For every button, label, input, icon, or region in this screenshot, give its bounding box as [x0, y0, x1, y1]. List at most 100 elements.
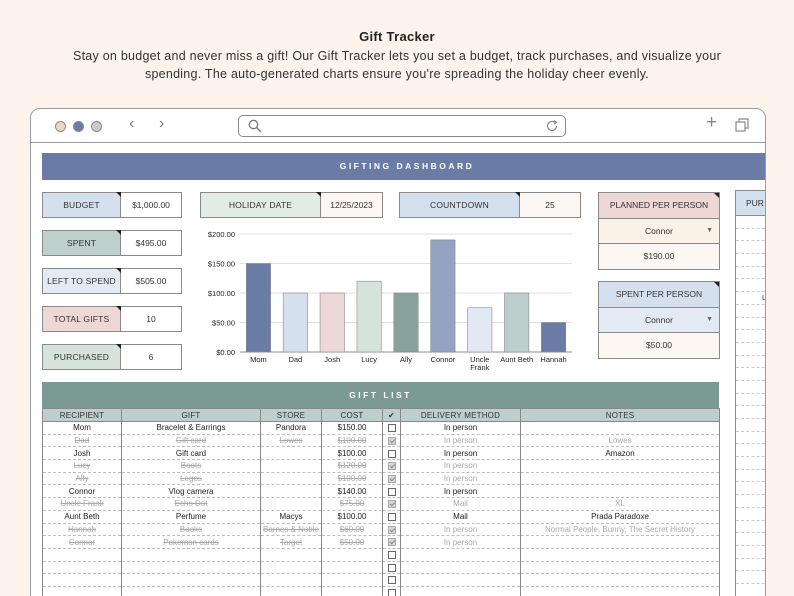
purchased-checkbox-cell[interactable]: [382, 523, 401, 537]
window-dot-icon[interactable]: [73, 121, 84, 132]
notes-cell[interactable]: Lowes: [520, 434, 720, 448]
store-cell[interactable]: [260, 497, 322, 511]
recipient-cell[interactable]: Connor: [42, 484, 122, 499]
notes-cell[interactable]: Amazon: [520, 446, 720, 461]
checkbox[interactable]: [387, 525, 396, 534]
checkbox[interactable]: [387, 436, 396, 445]
notes-cell[interactable]: [520, 459, 720, 473]
gift-cell[interactable]: [121, 561, 261, 575]
gift-cell[interactable]: Echo Dot: [121, 497, 261, 511]
cost-cell[interactable]: $60.00: [321, 523, 383, 537]
recipient-cell[interactable]: Hannah: [42, 523, 122, 537]
delivery-cell[interactable]: In person: [400, 434, 521, 448]
holiday-date-value[interactable]: 12/25/2023: [321, 192, 383, 218]
cost-cell[interactable]: $120.00: [321, 459, 383, 473]
recipient-cell[interactable]: Josh: [42, 446, 122, 461]
cost-cell[interactable]: $100.00: [321, 446, 383, 461]
gift-cell[interactable]: Books: [121, 523, 261, 537]
cost-cell[interactable]: [321, 561, 383, 575]
delivery-cell[interactable]: [400, 548, 521, 562]
notes-cell[interactable]: [520, 573, 720, 587]
checkbox[interactable]: [387, 500, 396, 509]
budget-value[interactable]: $1,000.00: [121, 192, 182, 218]
purchased-checkbox-cell[interactable]: [382, 573, 401, 587]
gift-cell[interactable]: [121, 548, 261, 562]
notes-cell[interactable]: XL: [520, 497, 720, 511]
recipient-cell[interactable]: Ally: [42, 472, 122, 486]
purchased-checkbox-cell[interactable]: [382, 535, 401, 549]
store-cell[interactable]: Target: [260, 535, 322, 549]
recipient-cell[interactable]: [42, 561, 122, 575]
recipient-cell[interactable]: [42, 586, 122, 596]
delivery-cell[interactable]: [400, 586, 521, 596]
recipient-cell[interactable]: [42, 548, 122, 562]
purchased-checkbox-cell[interactable]: [382, 497, 401, 511]
cost-cell[interactable]: $100.00: [321, 434, 383, 448]
gift-cell[interactable]: Gift card: [121, 434, 261, 448]
gift-cell[interactable]: Boots: [121, 459, 261, 473]
recipient-cell[interactable]: [42, 573, 122, 587]
store-cell[interactable]: [260, 484, 322, 499]
store-header[interactable]: STORE: [260, 408, 322, 422]
notes-header[interactable]: NOTES: [520, 408, 720, 422]
checkbox[interactable]: [387, 576, 396, 585]
purchased-checkbox-cell[interactable]: [382, 484, 401, 499]
gift-cell[interactable]: [121, 586, 261, 596]
gift-cell[interactable]: Vlog camera: [121, 484, 261, 499]
dropdown-caret-icon[interactable]: ▼: [706, 316, 713, 323]
gift-cell[interactable]: Bracelet & Earrings: [121, 421, 261, 435]
checkbox[interactable]: [387, 538, 396, 547]
checkbox[interactable]: [387, 513, 396, 522]
notes-cell[interactable]: [520, 472, 720, 486]
store-cell[interactable]: [260, 446, 322, 461]
notes-cell[interactable]: [520, 484, 720, 499]
store-cell[interactable]: Pandora: [260, 421, 322, 435]
cost-cell[interactable]: $100.00: [321, 510, 383, 524]
forward-arrow-icon[interactable]: ›: [159, 115, 165, 132]
delivery-cell[interactable]: In person: [400, 484, 521, 499]
gift-cell[interactable]: Perfume: [121, 510, 261, 524]
planned-person-select[interactable]: Connor ▼: [599, 219, 719, 244]
gift-cell[interactable]: Gift card: [121, 446, 261, 461]
tabs-overview-icon[interactable]: [735, 118, 749, 132]
purchased-checkbox-cell[interactable]: [382, 586, 401, 596]
purchased-checkbox-cell[interactable]: [382, 548, 401, 562]
store-cell[interactable]: [260, 561, 322, 575]
purchased-checkbox-cell[interactable]: [382, 421, 401, 435]
purchased-checkbox-cell[interactable]: [382, 510, 401, 524]
purchased-checkbox-cell[interactable]: [382, 434, 401, 448]
checkbox[interactable]: [387, 474, 396, 483]
cost-header[interactable]: COST: [321, 408, 383, 422]
spent-person-select[interactable]: Connor ▼: [599, 308, 719, 333]
checkbox[interactable]: [387, 563, 396, 572]
cost-cell[interactable]: [321, 586, 383, 596]
notes-cell[interactable]: [520, 561, 720, 575]
store-cell[interactable]: Barnes & Noble: [260, 523, 322, 537]
cost-cell[interactable]: $140.00: [321, 484, 383, 499]
notes-cell[interactable]: [520, 421, 720, 435]
delivery-cell[interactable]: In person: [400, 523, 521, 537]
store-cell[interactable]: Lowes: [260, 434, 322, 448]
recipient-cell[interactable]: Aunt Beth: [42, 510, 122, 524]
notes-cell[interactable]: Normal People, Bunny, The Secret History: [520, 523, 720, 537]
checkbox[interactable]: [387, 589, 396, 596]
gift-cell[interactable]: Pokemon cards: [121, 535, 261, 549]
purchased-checkbox-cell[interactable]: [382, 446, 401, 461]
new-tab-plus-icon[interactable]: +: [706, 112, 718, 133]
recipient-cell[interactable]: Lucy: [42, 459, 122, 473]
delivery-cell[interactable]: In person: [400, 535, 521, 549]
delivery-cell[interactable]: [400, 561, 521, 575]
store-cell[interactable]: Macys: [260, 510, 322, 524]
gift-cell[interactable]: Legos: [121, 472, 261, 486]
delivery-method-header[interactable]: DELIVERY METHOD: [400, 408, 521, 422]
dropdown-caret-icon[interactable]: ▼: [706, 227, 713, 234]
recipient-cell[interactable]: Connor: [42, 535, 122, 549]
recipient-header[interactable]: RECIPIENT: [42, 408, 122, 422]
notes-cell[interactable]: [520, 535, 720, 549]
checkbox[interactable]: [387, 424, 396, 433]
delivery-cell[interactable]: In person: [400, 472, 521, 486]
back-arrow-icon[interactable]: ‹: [129, 115, 135, 132]
recipient-cell[interactable]: Mom: [42, 421, 122, 435]
delivery-cell[interactable]: In person: [400, 421, 521, 435]
checkbox[interactable]: [387, 462, 396, 471]
